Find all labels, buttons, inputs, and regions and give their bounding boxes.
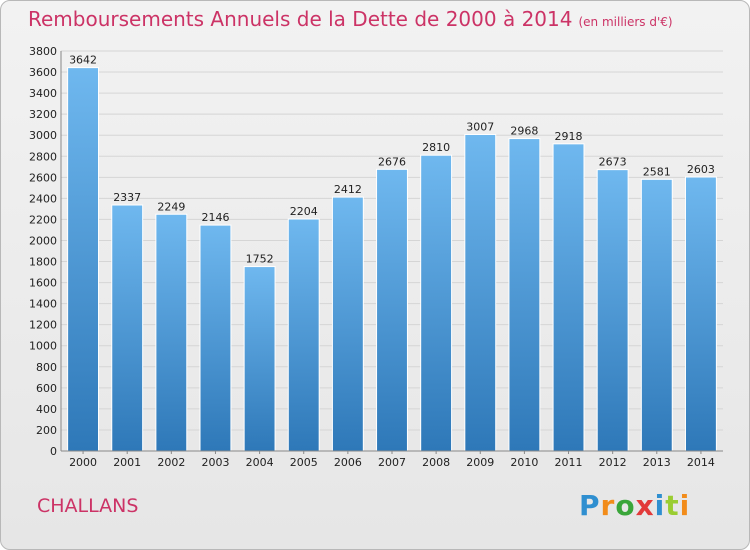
data-label: 2918 [555,130,583,143]
data-label: 2337 [113,191,141,204]
y-tick-label: 3000 [29,129,57,142]
unit-note: (en milliers d'€) [578,15,673,29]
bar [111,204,144,452]
data-label: 2146 [201,211,229,224]
x-tick-label: 2012 [599,456,627,469]
x-tick-label: 2009 [466,456,494,469]
data-label: 2810 [422,141,450,154]
y-tick-label: 1000 [29,340,57,353]
x-tick-label: 2011 [555,456,583,469]
x-tick-label: 2002 [157,456,185,469]
y-tick-label: 1400 [29,298,57,311]
y-tick-label: 2800 [29,150,57,163]
logo-letter: i [679,489,691,522]
bar [287,218,320,452]
data-label: 2204 [290,205,318,218]
x-tick-label: 2006 [334,456,362,469]
bar [376,168,408,452]
logo-letter: i [654,489,666,522]
x-tick-label: 2003 [201,456,229,469]
x-tick-label: 2004 [246,456,274,469]
city-name: CHALLANS [37,495,139,517]
x-tick-label: 2013 [643,456,671,469]
axes: 0 200 400 600 800 1000 1200 1400 1600 1800 2000 220… [29,45,723,469]
data-label: 1752 [246,253,274,266]
x-tick-label: 2010 [510,456,538,469]
bar [331,196,364,452]
y-tick-label: 3800 [29,45,57,58]
data-label: 2603 [687,163,715,176]
data-label: 2676 [378,155,406,168]
x-tick-label: 2007 [378,456,406,469]
data-label: 2673 [599,156,627,169]
logo-letter: o [615,489,636,522]
bar [199,224,232,452]
logo-letter: x [635,489,655,522]
y-tick-label: 2200 [29,213,57,226]
y-tick-label: 3600 [29,66,57,79]
bar [596,169,629,452]
chart-title-text: Remboursements Annuels de la Dette de 20… [28,7,573,31]
bar [243,266,276,452]
chart-title: Remboursements Annuels de la Dette de 20… [28,7,673,31]
data-label: 2249 [157,200,185,213]
x-tick-label: 2005 [290,456,318,469]
y-tick-label: 1800 [29,256,57,269]
y-tick-label: 1200 [29,319,57,332]
bar [464,133,497,452]
y-tick-label: 3200 [29,108,57,121]
y-tick-label: 800 [36,361,57,374]
y-tick-label: 2400 [29,192,57,205]
bar [640,178,673,452]
y-tick-label: 400 [36,403,57,416]
bar [684,176,717,452]
y-tick-label: 3400 [29,87,57,100]
y-tick-label: 1600 [29,277,57,290]
proxiti-logo: Proxiti [579,489,690,522]
data-label: 3007 [466,120,494,133]
x-tick-label: 2000 [69,456,97,469]
x-tick-label: 2001 [113,456,141,469]
y-tick-label: 2000 [29,234,57,247]
bar [552,143,585,452]
y-tick-label: 600 [36,382,57,395]
bar [508,138,541,452]
logo-letter: P [579,489,601,522]
y-tick-label: 2600 [29,171,57,184]
y-tick-label: 200 [36,424,57,437]
data-labels: 3642 2337 2249 2146 1752 2204 2412 2676 2810 3007… [69,54,715,266]
data-label: 2968 [510,125,538,138]
data-label: 2412 [334,183,362,196]
bar [67,67,100,452]
x-tick-label: 2014 [687,456,715,469]
logo-letter: t [665,489,680,522]
logo-letter: r [600,489,616,522]
x-tick-label: 2008 [422,456,450,469]
y-tick-label: 0 [50,445,57,458]
bar [155,213,188,452]
data-label: 3642 [69,54,97,67]
bar [420,154,453,452]
data-label: 2581 [643,165,671,178]
bars [67,67,717,452]
